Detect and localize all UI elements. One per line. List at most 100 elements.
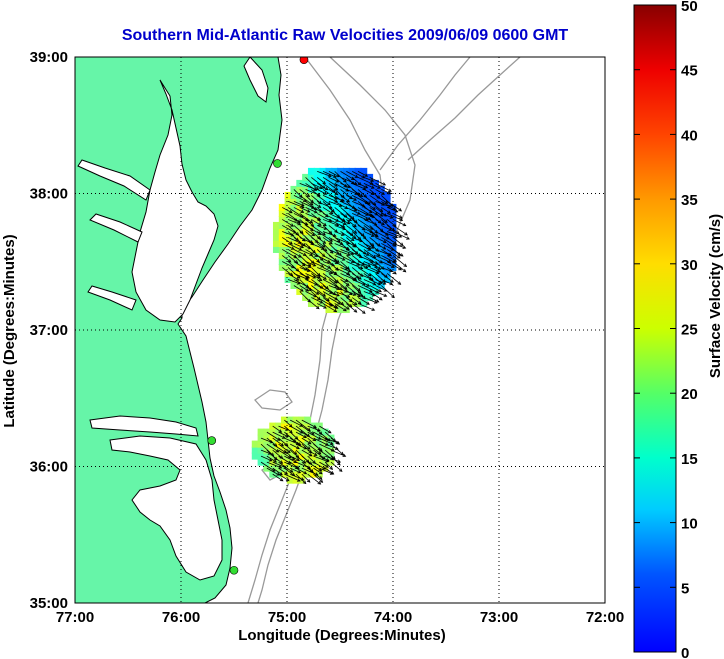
velocity-vector <box>287 207 304 218</box>
velocity-arrowhead <box>375 248 380 252</box>
velocity-cell <box>360 221 368 229</box>
velocity-cell <box>319 239 327 247</box>
velocity-arrowhead <box>345 282 350 286</box>
velocity-arrowhead <box>307 465 312 469</box>
velocity-arrowhead <box>310 223 315 227</box>
velocity-vector <box>266 431 281 441</box>
velocity-arrowhead <box>356 192 361 196</box>
velocity-arrowhead <box>383 293 388 297</box>
velocity-arrowhead <box>334 297 339 301</box>
velocity-cell <box>337 306 344 314</box>
velocity-arrowhead <box>350 237 355 242</box>
velocity-cell <box>342 209 350 217</box>
velocity-arrowhead <box>337 461 341 466</box>
velocity-arrowhead <box>357 288 361 292</box>
velocity-vector <box>295 473 307 484</box>
velocity-arrowhead <box>322 293 327 297</box>
velocity-arrowhead <box>353 301 358 306</box>
velocity-vector <box>282 225 297 234</box>
velocity-cell <box>310 452 317 460</box>
velocity-vector <box>305 249 318 257</box>
velocity-vector <box>392 213 403 219</box>
velocity-vector <box>392 225 408 236</box>
velocity-cell <box>278 257 286 265</box>
velocity-vector <box>357 219 373 230</box>
velocity-vector <box>340 195 350 203</box>
velocity-arrowhead <box>334 186 339 191</box>
velocity-arrowhead <box>341 257 346 261</box>
velocity-arrowhead <box>281 435 286 439</box>
velocity-cell <box>296 209 304 217</box>
velocity-cell <box>348 209 356 217</box>
velocity-arrowhead <box>327 438 331 442</box>
velocity-vector <box>278 431 289 437</box>
velocity-arrowhead <box>343 179 347 183</box>
velocity-cell <box>337 215 344 223</box>
velocity-cell <box>348 300 356 308</box>
velocity-cell <box>325 209 333 217</box>
velocity-arrowhead <box>273 459 278 463</box>
velocity-arrowhead <box>308 453 313 457</box>
velocity-arrowhead <box>322 456 326 460</box>
velocity-arrowhead <box>322 466 326 470</box>
velocity-cell <box>383 275 391 283</box>
velocity-arrowhead <box>339 198 344 203</box>
velocity-arrowhead <box>381 191 385 195</box>
velocity-cell <box>337 233 344 241</box>
velocity-vector <box>282 237 293 245</box>
velocity-cell <box>389 227 397 235</box>
velocity-vector <box>328 243 342 256</box>
velocity-arrowhead <box>333 271 338 276</box>
velocity-arrowhead <box>334 199 339 203</box>
velocity-cell <box>325 179 333 187</box>
velocity-arrowhead <box>296 219 301 224</box>
velocity-arrowhead <box>285 477 290 482</box>
velocity-vector <box>346 285 361 298</box>
velocity-vector <box>346 183 360 196</box>
velocity-arrowhead <box>344 205 349 209</box>
velocity-cell <box>383 191 391 199</box>
velocity-cell <box>319 209 327 217</box>
velocity-vector <box>381 219 395 232</box>
velocity-vector <box>392 255 407 267</box>
velocity-vector <box>369 177 386 186</box>
velocity-arrowhead <box>280 442 285 447</box>
velocity-vector <box>322 267 337 275</box>
velocity-cell <box>319 191 327 199</box>
velocity-arrowhead <box>332 174 337 178</box>
velocity-arrowhead <box>316 193 321 198</box>
velocity-vector <box>305 273 316 279</box>
velocity-vector <box>278 473 290 482</box>
velocity-vector <box>299 201 315 209</box>
velocity-arrowhead <box>364 185 369 189</box>
velocity-arrowhead <box>392 223 397 227</box>
velocity-cell <box>377 245 385 253</box>
velocity-arrowhead <box>340 232 345 236</box>
velocity-vector <box>334 183 349 192</box>
velocity-vector <box>278 455 291 464</box>
velocity-arrowhead <box>373 222 378 226</box>
velocity-vector <box>369 267 380 273</box>
velocity-vector <box>266 437 278 447</box>
velocity-cell <box>298 458 306 466</box>
velocity-cell <box>280 452 288 460</box>
velocity-arrowhead <box>399 242 404 246</box>
velocity-cell <box>321 446 329 454</box>
velocity-vector <box>282 261 295 269</box>
velocity-cell <box>278 203 286 211</box>
velocity-arrowhead <box>317 436 322 440</box>
velocity-vector <box>363 285 379 294</box>
velocity-vector <box>346 243 359 255</box>
velocity-cell <box>272 239 280 247</box>
velocity-arrowhead <box>353 219 358 224</box>
velocity-arrowhead <box>348 291 353 296</box>
velocity-cell <box>337 209 344 217</box>
velocity-vector <box>328 201 343 207</box>
velocity-arrowhead <box>333 196 338 200</box>
velocity-cell <box>337 227 344 235</box>
velocity-cell <box>296 281 304 290</box>
velocity-cell <box>348 239 356 247</box>
velocity-vector <box>334 171 347 183</box>
velocity-arrowhead <box>329 441 334 445</box>
velocity-cell <box>319 275 327 283</box>
